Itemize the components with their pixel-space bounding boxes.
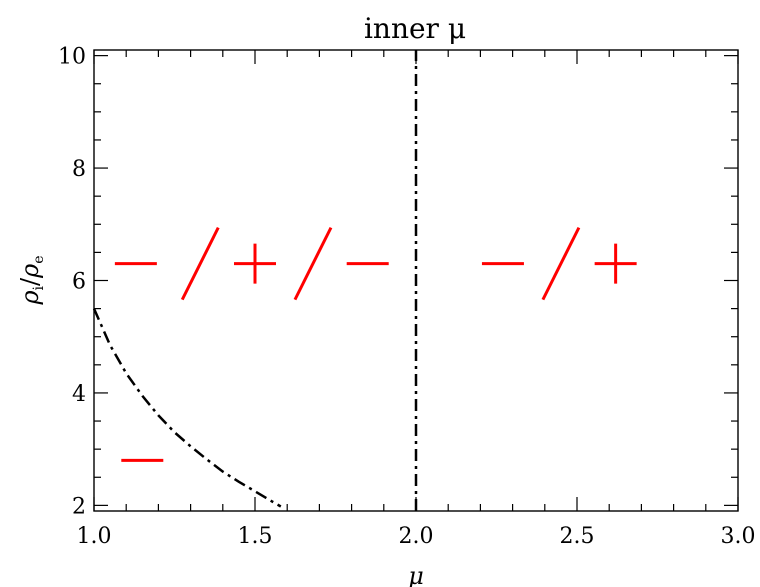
axis-tick-labels: 1.0 1.5 2.0 2.5 3.0 2 4 6 8 10	[58, 45, 756, 549]
x-tick-label: 2.5	[560, 524, 595, 549]
y-axis-label-group: ρi/ρe	[16, 255, 47, 305]
y-tick-label: 8	[72, 157, 86, 182]
y-tick-label: 2	[72, 494, 86, 519]
y-tick-label: 6	[72, 270, 86, 295]
y-axis-label-rho-e: ρ	[16, 264, 44, 279]
sign-annotation-1-part-4	[293, 226, 333, 301]
chart-title: inner μ	[364, 12, 466, 45]
y-axis-label-sub-i: i	[31, 285, 47, 290]
data-series	[92, 50, 418, 511]
y-axis-label: ρi/ρe	[16, 255, 47, 305]
y-axis-label-rho-i: ρ	[16, 290, 44, 305]
x-tick-label: 1.0	[77, 524, 112, 549]
sign-annotation-1-part-2	[180, 226, 220, 301]
y-axis-label-slash: /	[16, 277, 44, 286]
x-tick-label: 2.0	[399, 524, 434, 549]
series-line-1	[92, 308, 282, 508]
x-tick-label: 3.0	[721, 524, 756, 549]
y-tick-label: 10	[58, 45, 86, 70]
y-axis-label-sub-e: e	[31, 255, 47, 263]
annotations	[114, 226, 637, 462]
sign-annotation-2-part-2	[541, 226, 581, 301]
x-axis-label: μ	[408, 562, 424, 587]
x-tick-label: 1.5	[238, 524, 273, 549]
y-tick-label: 4	[72, 382, 86, 407]
